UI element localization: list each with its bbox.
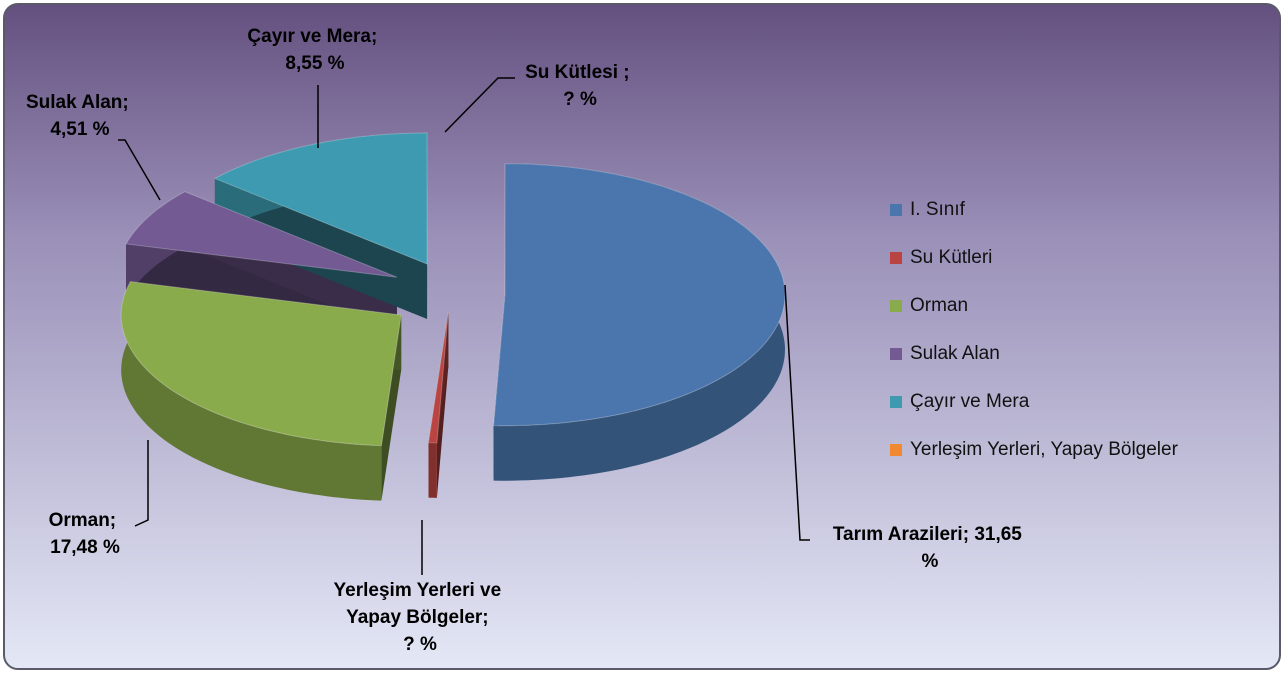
leader-line <box>444 77 515 133</box>
leader-line <box>118 139 161 201</box>
data-label: Sulak Alan; 4,51 % <box>26 92 134 140</box>
legend-swatch <box>890 396 902 408</box>
slice <box>213 132 428 265</box>
legend-swatch <box>890 204 902 216</box>
legend-label: I. Sınıf <box>910 199 966 220</box>
slice <box>120 281 402 447</box>
legend-swatch <box>890 444 902 456</box>
slice <box>493 163 786 427</box>
data-label: Orman; 17,48 % <box>49 510 122 558</box>
data-label: Tarım Arazileri; 31,65 % <box>833 524 1027 572</box>
data-label: Su Kütlesi ; ? % <box>525 62 635 110</box>
legend-swatch <box>890 348 902 360</box>
legend-swatch <box>890 252 902 264</box>
slice-wall <box>428 442 437 498</box>
legend-label: Yerleşim Yerleri, Yapay Bölgeler <box>910 439 1179 460</box>
legend-label: Su Kütleri <box>910 247 992 268</box>
slice-wall <box>121 281 382 501</box>
slice <box>427 311 449 444</box>
legend-label: Çayır ve Mera <box>910 391 1030 412</box>
data-label: Yerleşim Yerleri ve Yapay Bölgeler; ? % <box>334 580 507 655</box>
slice <box>125 191 398 278</box>
leader-line <box>134 440 149 527</box>
data-label: Çayır ve Mera; 8,55 % <box>247 26 382 74</box>
leader-line <box>784 284 810 541</box>
legend-swatch <box>890 300 902 312</box>
legend-label: Sulak Alan <box>910 343 1000 364</box>
legend-label: Orman <box>910 295 968 316</box>
